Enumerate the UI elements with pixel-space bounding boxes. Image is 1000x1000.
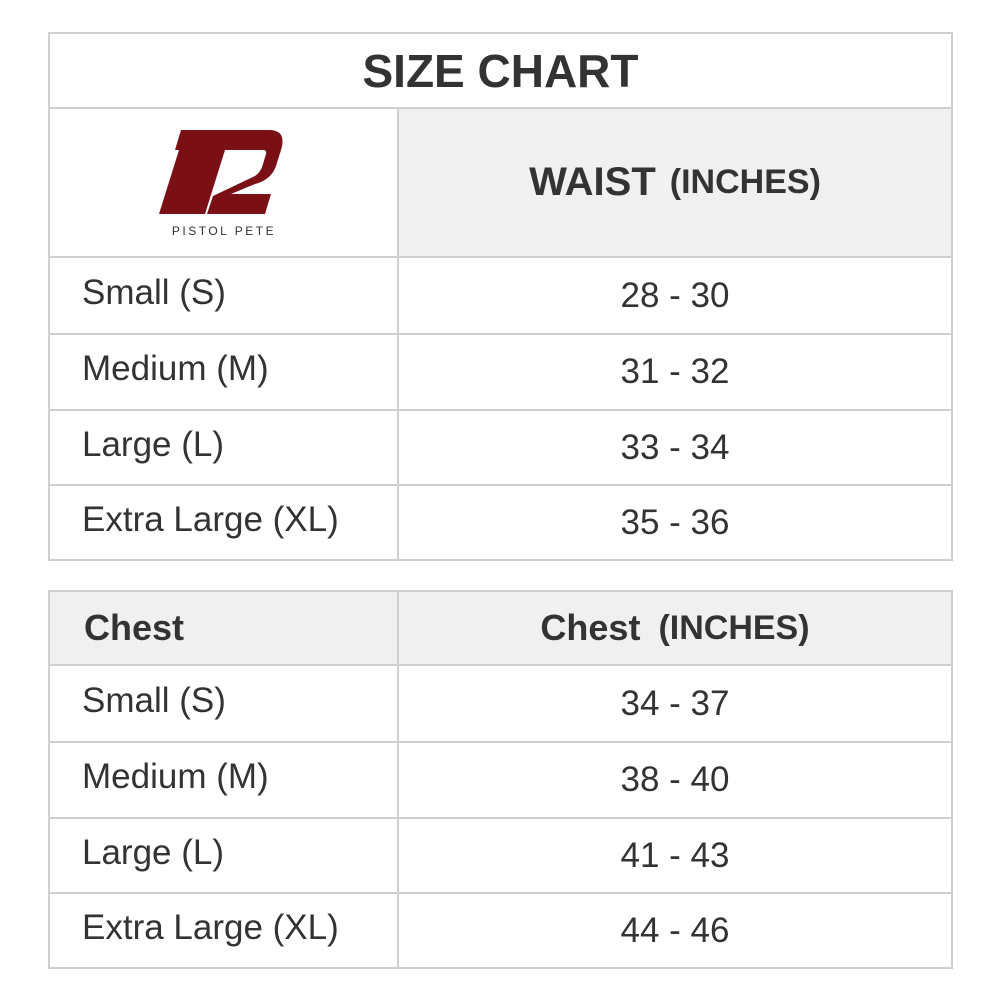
waist-table	[48, 32, 953, 561]
size-range: 34 - 37	[620, 683, 730, 723]
column-divider	[397, 590, 399, 969]
divider	[48, 817, 953, 819]
divider	[48, 741, 953, 743]
size-range: 38 - 40	[620, 760, 730, 799]
chest-table	[48, 590, 953, 969]
size-range: 28 - 30	[620, 275, 730, 315]
logo: PISTOL PETE	[50, 109, 398, 256]
logo-text: PISTOL PETE	[171, 223, 277, 238]
chest-header-first: Chest	[50, 592, 398, 664]
size-range: 41 - 43	[620, 835, 730, 875]
column-divider	[397, 107, 399, 561]
size-label: Small (S)	[82, 272, 226, 312]
header-label: WAIST	[529, 160, 656, 204]
size-label: Large (L)	[82, 424, 225, 464]
divider	[48, 333, 953, 335]
size-range: 33 - 34	[620, 427, 730, 467]
size-label: Extra Large (XL)	[82, 907, 339, 947]
header-label: Chest	[540, 607, 641, 648]
size-label: Medium (M)	[82, 349, 269, 388]
divider	[48, 107, 953, 109]
divider	[48, 256, 953, 258]
divider	[48, 409, 953, 411]
size-range: 44 - 46	[620, 910, 730, 950]
divider	[48, 664, 953, 666]
size-range: 35 - 36	[620, 502, 730, 542]
size-label: Small (S)	[82, 680, 226, 720]
size-range: 31 - 32	[620, 352, 730, 391]
divider	[48, 892, 953, 894]
size-label: Large (L)	[82, 832, 225, 872]
header-unit: (INCHES)	[669, 163, 821, 201]
waist-header: WAIST (INCHES)	[399, 109, 951, 256]
size-label: Medium (M)	[82, 757, 269, 796]
divider	[48, 484, 953, 486]
header-unit: (INCHES)	[658, 608, 810, 647]
logo-mark	[159, 129, 283, 214]
size-label: Extra Large (XL)	[82, 499, 339, 539]
chest-header: Chest (INCHES)	[399, 592, 951, 664]
title: SIZE CHART	[362, 45, 639, 97]
